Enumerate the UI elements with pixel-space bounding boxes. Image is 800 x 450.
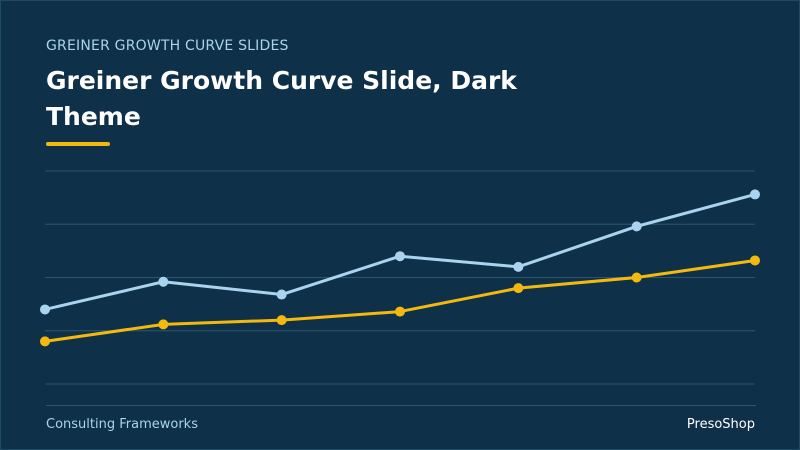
data-point xyxy=(158,276,169,287)
footer-brand: PresoShop xyxy=(686,417,755,432)
data-point xyxy=(40,336,50,347)
data-point xyxy=(395,251,405,262)
series-line xyxy=(44,258,756,343)
slide-title: Greiner Growth Curve Slide, Dark Theme xyxy=(46,66,517,131)
data-point xyxy=(631,221,642,232)
data-point xyxy=(513,283,524,294)
footer-left: Consulting Frameworks xyxy=(46,417,198,432)
accent-bar xyxy=(46,142,110,146)
data-point xyxy=(276,315,287,326)
data-point xyxy=(631,272,642,283)
data-point xyxy=(750,189,760,200)
data-point xyxy=(276,289,287,300)
data-point xyxy=(395,306,405,317)
data-point xyxy=(158,319,169,330)
data-point xyxy=(750,255,760,266)
footer-rule xyxy=(46,405,756,406)
data-point xyxy=(513,261,524,272)
kicker: GREINER GROWTH CURVE SLIDES xyxy=(46,38,289,54)
data-point xyxy=(40,304,50,315)
